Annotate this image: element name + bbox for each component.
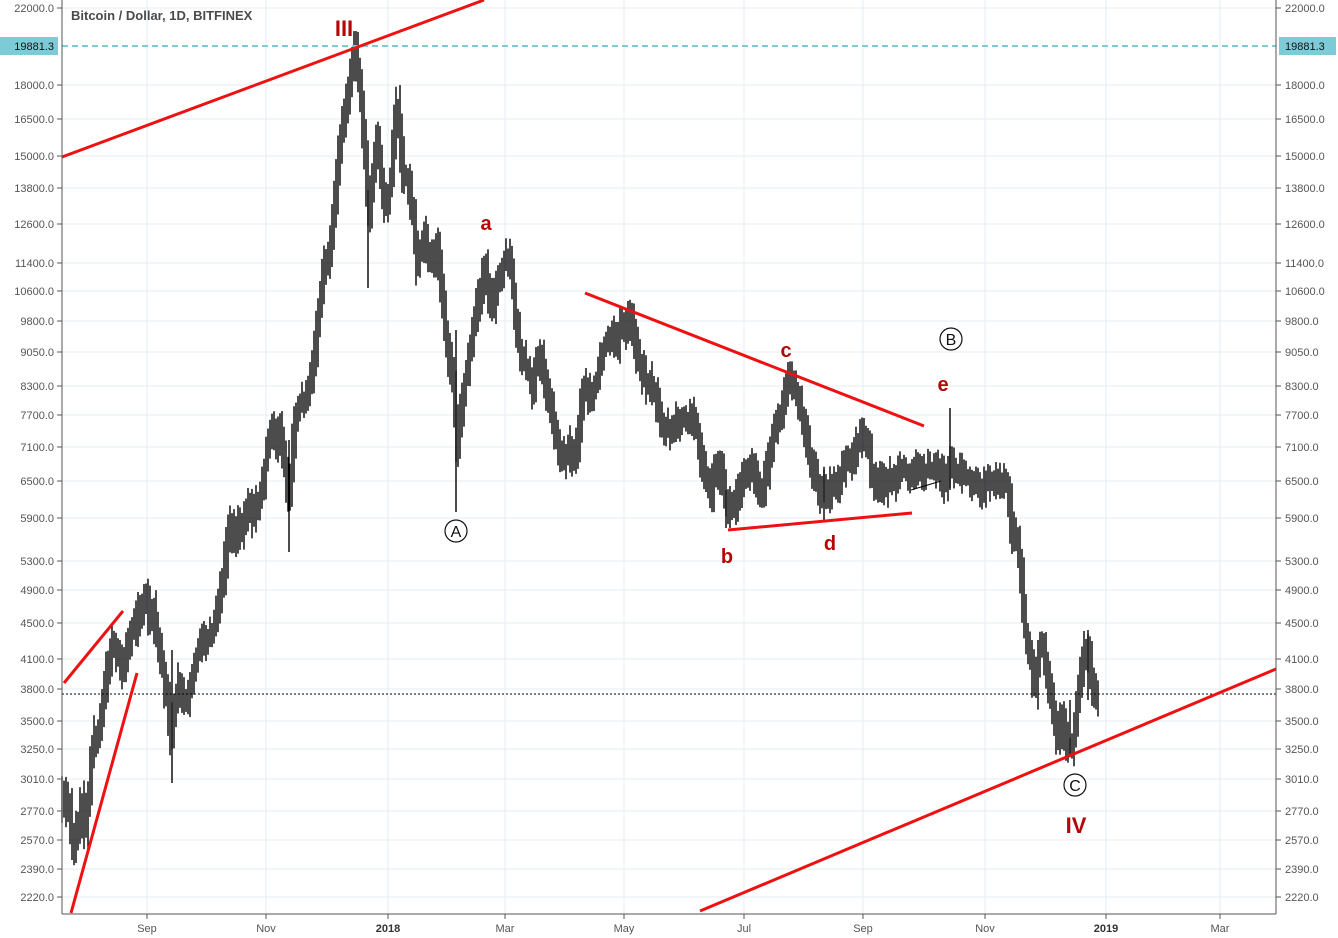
price-tick-label: 8300.0 — [1285, 381, 1319, 393]
trendline[interactable] — [699, 667, 1277, 913]
price-tick-label: 11400.0 — [15, 258, 54, 270]
chart-title: Bitcoin / Dollar, 1D, BITFINEX — [71, 8, 253, 23]
circled-wave-marker — [939, 327, 963, 351]
price-tick-label: 3800.0 — [1285, 684, 1319, 696]
price-tick-label: 18000.0 — [14, 80, 54, 92]
price-tick-label: 2390.0 — [20, 864, 54, 876]
price-tick-label: 4900.0 — [1285, 585, 1319, 597]
price-tick-label: 3010.0 — [20, 774, 54, 786]
price-tick-label: 6500.0 — [20, 476, 54, 488]
price-tick-label: 3500.0 — [1285, 716, 1319, 728]
highlight-price-label: 19881.3 — [1285, 41, 1325, 53]
price-tick-label: 4500.0 — [1285, 618, 1319, 630]
price-tick-label: 7100.0 — [1285, 442, 1319, 454]
price-tick-label: 16500.0 — [1285, 114, 1325, 126]
price-tick-label: 9800.0 — [20, 316, 54, 328]
highlight-price-label: 19881.3 — [14, 41, 54, 53]
time-tick-label: Jul — [737, 923, 751, 935]
wave-label: IV — [1066, 813, 1087, 838]
highlight-price-badge-right — [1279, 37, 1336, 55]
time-tick-label: Nov — [975, 923, 995, 935]
price-tick-label: 10600.0 — [14, 286, 54, 298]
wave-label: d — [824, 533, 836, 555]
price-tick-label: 2220.0 — [1285, 892, 1319, 904]
price-tick-label: 3250.0 — [20, 744, 54, 756]
time-axis[interactable]: Sep Nov 2018 Mar May Jul Sep Nov 2019 Mar — [137, 914, 1230, 935]
price-tick-label: 3800.0 — [20, 684, 54, 696]
price-tick-label: 9800.0 — [1285, 316, 1319, 328]
small-trendline[interactable] — [910, 480, 942, 491]
wave-label: III — [335, 16, 353, 41]
highlight-price-badges: 19881.3 19881.3 — [0, 37, 1336, 55]
time-tick-label: Mar — [496, 923, 515, 935]
price-tick-label: 7100.0 — [20, 442, 54, 454]
price-axis-right[interactable]: 22000.0 18000.0 16500.0 15000.0 13800.0 12600… — [1276, 3, 1325, 904]
price-tick-label: 3010.0 — [1285, 774, 1319, 786]
price-tick-label: 8300.0 — [20, 381, 54, 393]
trendline[interactable] — [69, 672, 139, 914]
price-tick-label: 3250.0 — [1285, 744, 1319, 756]
price-tick-label: 2770.0 — [20, 806, 54, 818]
price-tick-label: 12600.0 — [1285, 219, 1325, 231]
price-tick-label: 4100.0 — [20, 654, 54, 666]
price-tick-label: 4100.0 — [1285, 654, 1319, 666]
price-tick-label: 9050.0 — [1285, 347, 1319, 359]
price-tick-label: 11400.0 — [1285, 258, 1324, 270]
trendline[interactable] — [61, 0, 485, 159]
price-tick-label: 12600.0 — [14, 219, 54, 231]
trendline[interactable] — [62, 610, 125, 684]
price-axis-left[interactable]: 22000.0 18000.0 16500.0 15000.0 13800.0 12600… — [14, 3, 62, 904]
price-tick-label: 2570.0 — [20, 835, 54, 847]
time-tick-label: 2019 — [1094, 923, 1118, 935]
trendlines[interactable] — [61, 0, 1277, 914]
ohlc-bars — [61, 31, 1099, 866]
price-tick-label: 13800.0 — [1285, 183, 1325, 195]
price-tick-label: 5300.0 — [20, 556, 54, 568]
chart-grid — [62, 0, 1276, 914]
price-tick-label: 5900.0 — [1285, 513, 1319, 525]
price-tick-label: 4500.0 — [20, 618, 54, 630]
price-tick-label: 13800.0 — [14, 183, 54, 195]
price-tick-label: 9050.0 — [20, 347, 54, 359]
time-tick-label: Sep — [853, 923, 873, 935]
circled-wave-label: B — [946, 332, 957, 349]
price-tick-label: 15000.0 — [1285, 151, 1325, 163]
time-tick-label: Nov — [256, 923, 276, 935]
price-tick-label: 16500.0 — [14, 114, 54, 126]
price-tick-label: 22000.0 — [1285, 3, 1325, 15]
price-tick-label: 2570.0 — [1285, 835, 1319, 847]
trendline[interactable] — [584, 291, 925, 428]
wave-label: c — [780, 340, 791, 362]
wave-label: b — [721, 546, 733, 568]
time-tick-label: May — [614, 923, 635, 935]
price-tick-label: 2220.0 — [20, 892, 54, 904]
circled-wave-label: C — [1069, 778, 1081, 795]
time-tick-label: Sep — [137, 923, 157, 935]
wave-label: a — [480, 213, 492, 235]
price-tick-label: 7700.0 — [1285, 410, 1319, 422]
price-tick-label: 18000.0 — [1285, 80, 1325, 92]
price-tick-label: 6500.0 — [1285, 476, 1319, 488]
wave-labels: III a c e b d IV A B C — [335, 16, 1087, 838]
highlight-price-badge-left — [0, 37, 58, 55]
price-tick-label: 3500.0 — [20, 716, 54, 728]
price-tick-label: 10600.0 — [1285, 286, 1325, 298]
price-tick-label: 5300.0 — [1285, 556, 1319, 568]
wave-label: e — [937, 374, 948, 396]
price-tick-label: 15000.0 — [14, 151, 54, 163]
circled-wave-label: A — [451, 524, 462, 541]
price-tick-label: 22000.0 — [14, 3, 54, 15]
price-tick-label: 2770.0 — [1285, 806, 1319, 818]
price-tick-label: 7700.0 — [20, 410, 54, 422]
price-tick-label: 4900.0 — [20, 585, 54, 597]
circled-wave-marker — [444, 519, 468, 543]
trendline[interactable] — [727, 511, 913, 532]
price-tick-label: 5900.0 — [20, 513, 54, 525]
time-tick-label: Mar — [1211, 923, 1230, 935]
circled-wave-marker — [1063, 773, 1087, 797]
price-tick-label: 2390.0 — [1285, 864, 1319, 876]
time-tick-label: 2018 — [376, 923, 400, 935]
